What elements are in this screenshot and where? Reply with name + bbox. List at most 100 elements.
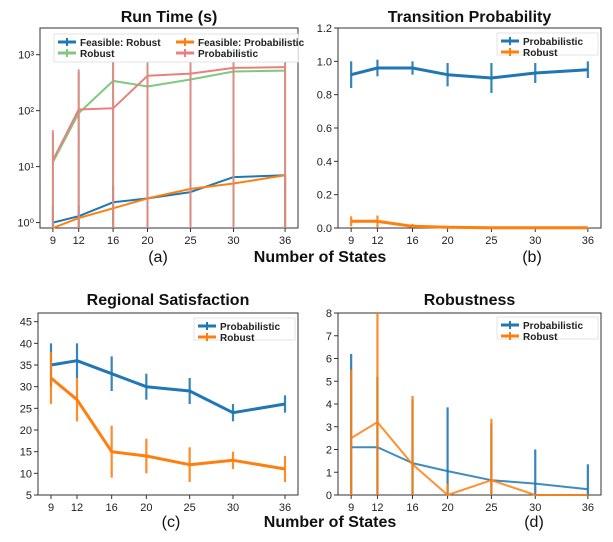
x-tick-label: 25 [184,502,196,514]
x-tick-label: 12 [73,235,85,247]
series-probabilistic [49,343,287,422]
series-robust [350,215,589,230]
series-line [52,174,286,229]
chart-title: Transition Probability [388,9,552,26]
panel-run-time: Run Time (s) 10⁰ 10¹ 10² 10³ 9 12 16 20 25 30 36 Fea… [17,9,304,266]
series-line [50,376,286,471]
y-tick-label: 0.8 [317,90,332,102]
panel-caption: (b) [522,249,542,266]
panel-transition-probability: Transition Probability 0.0 0.2 0.4 0.6 0.8 1.0… [317,9,602,266]
shared-x-label-top: Number of States [254,249,387,266]
y-tick-label: 45 [20,317,32,329]
x-tick-label: 30 [529,502,541,514]
x-tick-label: 36 [582,502,594,514]
legend-label: Probabilistic [220,322,280,333]
y-tick-label: 6 [326,354,332,366]
series-probabilistic [51,46,287,228]
y-tick-label: 0.2 [317,190,332,202]
plot-frame [39,27,299,229]
y-tick-label: 5 [26,490,32,502]
x-tick-label: 16 [107,235,119,247]
y-tick-label: 5 [326,376,332,388]
series-feasible-robust [51,156,287,228]
panel-caption: (d) [524,514,544,531]
plot-frame [37,312,299,496]
series-line [350,421,588,496]
legend-label: Robust [523,332,558,343]
x-tick-label: 36 [279,235,291,247]
y-tick-label: 35 [20,360,32,372]
y-tick-label: 8 [326,308,332,320]
series-line [351,219,588,230]
series-feasible-probabilistic [52,174,287,229]
y-tick-label: 25 [20,403,32,415]
x-tick-label: 30 [227,502,239,514]
series-line [351,446,589,491]
legend-label: Robust [220,333,255,344]
series-line [52,69,286,163]
legend-label: Robust [523,48,558,59]
y-tick-label: 0.0 [317,223,332,235]
plot-frame [337,27,602,229]
x-tick-label: 9 [348,235,354,247]
y-tick-label: 10⁰ [17,218,34,230]
y-tick-label: 1.2 [317,23,332,35]
legend-box [496,316,599,340]
x-tick-label: 25 [485,502,497,514]
panel-caption: (a) [148,249,168,266]
x-tick-label: 20 [441,235,453,247]
shared-x-label-bottom: Number of States [264,514,397,531]
series-robust [350,313,588,496]
x-tick-label: 25 [184,235,196,247]
x-tick-label: 20 [141,235,153,247]
x-tick-label: 20 [441,502,453,514]
legend-label: Probabilistic [523,321,583,332]
legend-label: Feasible: Robust [80,38,161,49]
legend-label: Probabilistic [523,37,583,48]
x-tick-label: 36 [582,235,594,247]
x-tick-label: 20 [140,502,152,514]
panel-regional-satisfaction: Regional Satisfaction 5 10 15 20 25 30 35 40 45 9 1… [20,292,299,531]
y-tick-label: 10 [20,468,32,480]
y-tick-label: 30 [20,382,32,394]
x-tick-label: 30 [529,235,541,247]
series-probabilistic [350,59,589,93]
legend-box [193,317,296,341]
y-tick-label: 7 [326,331,332,343]
y-tick-label: 0.6 [317,123,332,135]
legend-box [496,32,599,56]
y-tick-label: 10¹ [18,162,34,174]
legend-label: Robust [80,49,115,60]
y-tick-label: 15 [20,447,32,459]
y-tick-label: 2 [326,445,332,457]
x-tick-label: 16 [406,502,418,514]
series-line [52,66,286,161]
x-tick-label: 12 [371,235,383,247]
y-tick-label: 4 [326,399,332,411]
legend-label: Probabilistic [198,49,258,60]
y-tick-label: 1.0 [317,56,332,68]
x-tick-label: 16 [406,235,418,247]
y-tick-label: 0.4 [317,156,332,168]
legend-box [53,33,299,63]
x-tick-label: 12 [71,502,83,514]
y-tick-label: 10² [18,106,34,118]
legend-label: Feasible: Probabilistic [198,38,305,49]
y-tick-label: 10³ [18,50,34,62]
chart-title: Run Time (s) [121,9,218,26]
series-probabilistic [350,353,589,495]
chart-title: Robustness [424,292,516,309]
series-line [350,66,588,80]
series-robust [49,352,287,482]
x-tick-label: 16 [106,502,118,514]
y-tick-label: 20 [20,425,32,437]
x-tick-label: 9 [48,502,54,514]
series-line [50,359,286,415]
x-tick-label: 30 [227,235,239,247]
x-tick-label: 9 [50,235,56,247]
y-tick-label: 0 [326,490,332,502]
x-tick-label: 9 [348,502,354,514]
x-tick-label: 36 [279,502,291,514]
